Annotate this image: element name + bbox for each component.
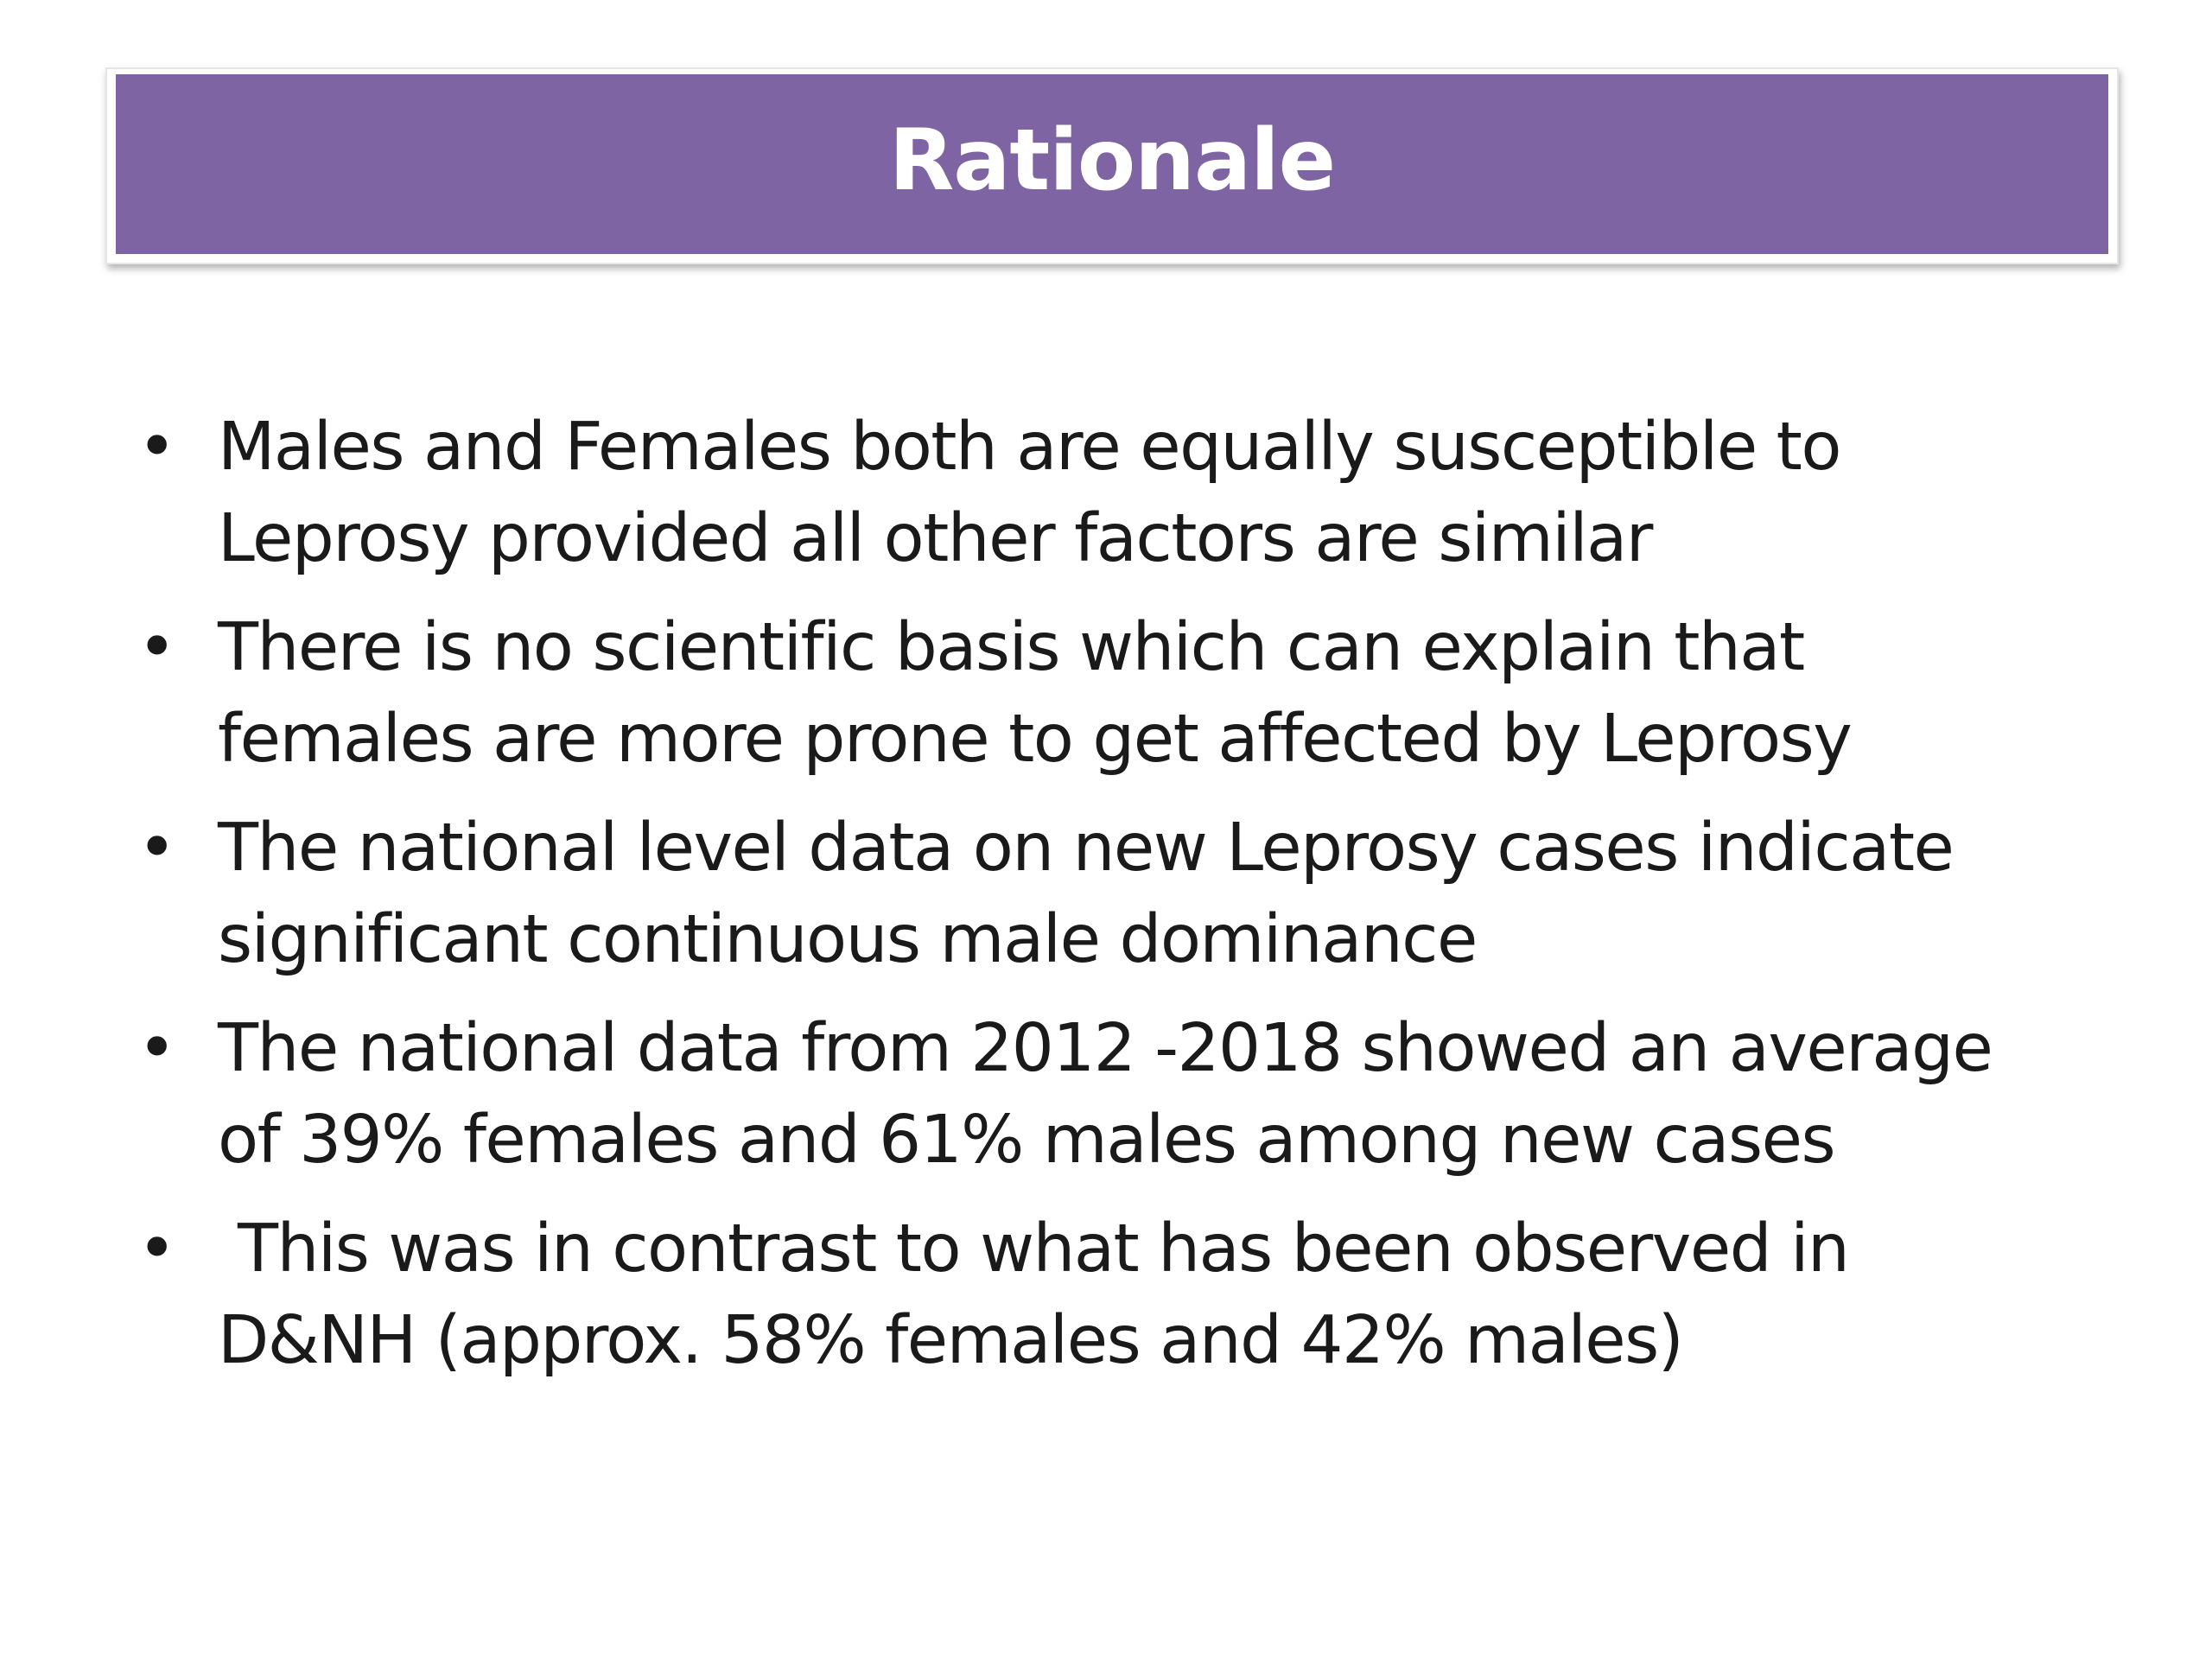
- bullet-dot-icon: •: [137, 1010, 176, 1087]
- bullet-dot-icon: •: [137, 609, 176, 686]
- bullet-list: • Males and Females both are equally sus…: [125, 402, 2113, 1404]
- bullet-item: • There is no scientific basis which can…: [125, 602, 2113, 785]
- bullet-line: of 39% females and 61% males among new c…: [218, 1102, 1836, 1179]
- slide-title: Rationale: [888, 111, 1336, 210]
- bullet-item: • The national level data on new Leprosy…: [125, 803, 2113, 986]
- bullet-line: There is no scientific basis which can e…: [218, 609, 1805, 686]
- bullet-item: • The national data from 2012 -2018 show…: [125, 1003, 2113, 1186]
- bullet-item: • This was in contrast to what has been …: [125, 1204, 2113, 1387]
- bullet-item: • Males and Females both are equally sus…: [125, 402, 2113, 585]
- title-frame: Rationale: [105, 67, 2119, 264]
- bullet-line: Males and Females both are equally susce…: [218, 409, 1841, 486]
- bullet-line: significant continuous male dominance: [218, 901, 1478, 978]
- bullet-line: Leprosy provided all other factors are s…: [218, 500, 1653, 577]
- bullet-line: This was in contrast to what has been ob…: [218, 1211, 1850, 1287]
- bullet-dot-icon: •: [137, 409, 176, 486]
- title-bar: Rationale: [116, 74, 2108, 254]
- bullet-line: The national data from 2012 -2018 showed…: [218, 1010, 1993, 1087]
- bullet-line: females are more prone to get affected b…: [218, 701, 1853, 778]
- bullet-line: D&NH (approx. 58% females and 42% males): [218, 1302, 1684, 1379]
- bullet-line: The national level data on new Leprosy c…: [218, 810, 1955, 887]
- bullet-dot-icon: •: [137, 810, 176, 887]
- bullet-dot-icon: •: [137, 1211, 176, 1287]
